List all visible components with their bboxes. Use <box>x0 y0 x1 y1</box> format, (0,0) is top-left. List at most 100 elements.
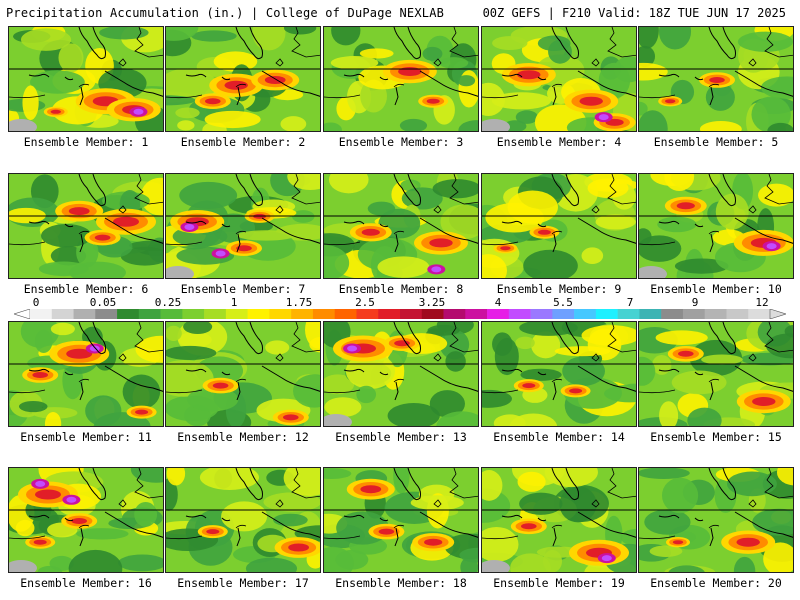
colorbar-segment <box>530 309 553 319</box>
ensemble-member-map <box>323 467 479 573</box>
colorbar-segment <box>160 309 183 319</box>
run-valid-time: 00Z GEFS | F210 Valid: 18Z TUE JUN 17 20… <box>482 6 786 20</box>
ensemble-member-label: Ensemble Member: 19 <box>493 576 625 590</box>
ensemble-member-label: Ensemble Member: 16 <box>20 576 152 590</box>
precip-colorbar <box>14 309 786 319</box>
colorbar-segment <box>73 309 96 319</box>
ensemble-member-label: Ensemble Member: 4 <box>496 135 622 149</box>
ensemble-member-map <box>481 321 637 427</box>
ensemble-member-label: Ensemble Member: 12 <box>177 430 309 444</box>
ensemble-member-map <box>165 173 321 279</box>
precip-field <box>9 174 163 278</box>
colorbar-segment <box>552 309 575 319</box>
ensemble-member-map <box>323 173 479 279</box>
colorbar-segment <box>291 309 314 319</box>
ensemble-member-label: Ensemble Member: 17 <box>177 576 309 590</box>
ensemble-member-label: Ensemble Member: 20 <box>650 576 782 590</box>
precip-field <box>482 27 636 131</box>
ensemble-member-label: Ensemble Member: 11 <box>20 430 152 444</box>
colorbar-segment <box>682 309 706 319</box>
colorbar-segment <box>661 309 684 319</box>
colorbar-segment <box>508 309 531 319</box>
colorbar-segment <box>617 309 640 319</box>
precip-field <box>324 322 478 426</box>
colorbar-segment <box>30 309 53 319</box>
ensemble-member-map <box>481 26 637 132</box>
precip-field <box>166 174 320 278</box>
ensemble-member-label: Ensemble Member: 3 <box>338 135 464 149</box>
colorbar-tick-label: 0 <box>32 296 40 309</box>
ensemble-member-label: Ensemble Member: 10 <box>650 282 782 296</box>
precip-field <box>639 468 793 572</box>
colorbar-segment <box>400 309 423 319</box>
colorbar-segment <box>356 309 379 319</box>
precip-field <box>166 468 320 572</box>
colorbar-segment <box>269 309 292 319</box>
ensemble-member-map <box>638 321 794 427</box>
ensemble-member-map <box>323 321 479 427</box>
ensemble-member-map <box>638 467 794 573</box>
precip-field <box>324 27 478 131</box>
ensemble-member-label: Ensemble Member: 9 <box>496 282 622 296</box>
ensemble-member-label: Ensemble Member: 14 <box>493 430 625 444</box>
colorbar-segment <box>595 309 618 319</box>
colorbar-tick-label: 9 <box>691 296 699 309</box>
ensemble-member-map <box>8 321 164 427</box>
colorbar-tick-label: 0.25 <box>154 296 182 309</box>
ensemble-member-label: Ensemble Member: 5 <box>653 135 779 149</box>
precip-field <box>9 322 163 426</box>
colorbar-tick-label: 1 <box>230 296 238 309</box>
colorbar-segment <box>334 309 357 319</box>
precip-field <box>324 468 478 572</box>
colorbar-segment <box>95 309 118 319</box>
colorbar-segment <box>51 309 74 319</box>
colorbar-segment <box>443 309 466 319</box>
colorbar-tick-label: 2.5 <box>355 296 375 309</box>
ensemble-member-map <box>8 26 164 132</box>
colorbar-segment <box>247 309 270 319</box>
colorbar-tick-label: 1.75 <box>285 296 313 309</box>
colorbar-segment <box>225 309 248 319</box>
precip-field <box>166 27 320 131</box>
colorbar-tick-labels: 0 0.05 0.25 1 1.75 2.5 3.25 4 5.5 7 9 12 <box>0 296 800 310</box>
ensemble-member-map <box>8 467 164 573</box>
ensemble-member-map <box>165 26 321 132</box>
ensemble-member-label: Ensemble Member: 8 <box>338 282 464 296</box>
precip-field <box>639 174 793 278</box>
figure-title: Precipitation Accumulation (in.) | Colle… <box>6 6 445 20</box>
colorbar-segment <box>182 309 205 319</box>
ensemble-member-map <box>165 467 321 573</box>
ensemble-member-map <box>481 173 637 279</box>
colorbar-segment <box>487 309 510 319</box>
colorbar-segment <box>117 309 140 319</box>
colorbar-segment <box>704 309 727 319</box>
ensemble-member-label: Ensemble Member: 6 <box>23 282 149 296</box>
colorbar-segment <box>574 309 597 319</box>
ensemble-member-label: Ensemble Member: 15 <box>650 430 782 444</box>
colorbar-tick-label: 3.25 <box>418 296 446 309</box>
precip-field <box>482 322 636 426</box>
colorbar-segment <box>726 309 749 319</box>
colorbar-segment <box>639 309 662 319</box>
ensemble-member-map <box>638 26 794 132</box>
colorbar-segment <box>421 309 444 319</box>
ensemble-member-map <box>165 321 321 427</box>
precip-field <box>9 468 163 572</box>
ensemble-member-map <box>638 173 794 279</box>
ensemble-member-map <box>481 467 637 573</box>
precip-field <box>639 27 793 131</box>
ensemble-member-map <box>323 26 479 132</box>
colorbar-segment <box>204 309 227 319</box>
precip-field <box>639 322 793 426</box>
colorbar-segment <box>138 309 161 319</box>
colorbar-tick-label: 7 <box>626 296 634 309</box>
colorbar-tick-label: 12 <box>755 296 769 309</box>
ensemble-member-label: Ensemble Member: 1 <box>23 135 149 149</box>
precip-field <box>166 322 320 426</box>
precip-field <box>482 468 636 572</box>
colorbar-tick-label: 0.05 <box>89 296 117 309</box>
colorbar-tick-label: 5.5 <box>553 296 573 309</box>
colorbar-tick-label: 4 <box>494 296 502 309</box>
colorbar-segment <box>378 309 401 319</box>
ensemble-member-label: Ensemble Member: 13 <box>335 430 467 444</box>
